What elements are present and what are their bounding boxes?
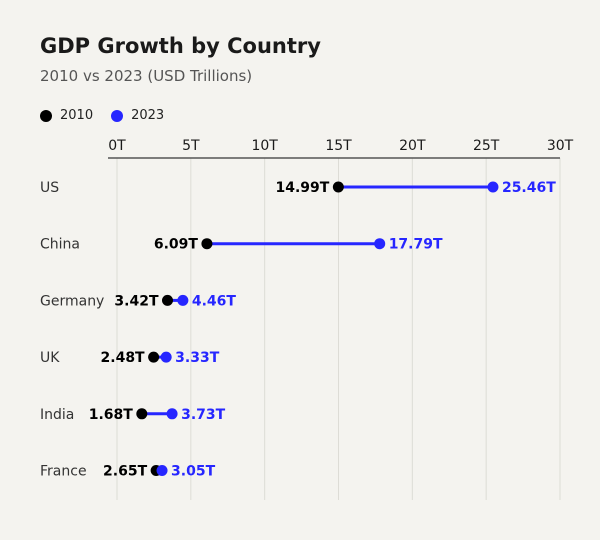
category-label-china: China <box>40 237 80 253</box>
legend-label-2010: 2010 <box>60 108 94 123</box>
value-label-2010-us: 14.99T <box>276 180 330 196</box>
value-label-2010-india: 1.68T <box>89 407 134 423</box>
value-label-2010-uk: 2.48T <box>101 350 146 366</box>
category-label-india: India <box>40 407 74 423</box>
legend-swatch-2010 <box>40 109 52 122</box>
dot-2023-china <box>374 238 386 250</box>
dot-2010-us <box>332 181 344 193</box>
value-label-2023-france: 3.05T <box>171 464 216 480</box>
x-tick-label: 25T <box>473 138 500 154</box>
dot-2010-china <box>201 238 213 250</box>
category-label-us: US <box>40 180 59 196</box>
value-label-2023-uk: 3.33T <box>175 350 220 366</box>
value-label-2010-china: 6.09T <box>154 237 199 253</box>
x-tick-label: 15T <box>325 138 352 154</box>
value-label-2010-france: 2.65T <box>103 464 148 480</box>
legend-item-2010: 2010 <box>40 108 93 123</box>
category-label-uk: UK <box>40 350 60 366</box>
x-tick-label: 20T <box>399 138 426 154</box>
dot-2010-germany <box>162 294 174 306</box>
x-tick-label: 10T <box>251 138 278 154</box>
value-label-2010-germany: 3.42T <box>114 293 159 309</box>
dot-2023-us <box>487 181 499 193</box>
legend: 2010 2023 <box>40 108 182 123</box>
category-label-germany: Germany <box>40 293 104 309</box>
legend-item-2023: 2023 <box>111 108 164 123</box>
legend-label-2023: 2023 <box>131 108 165 123</box>
value-label-2023-us: 25.46T <box>502 180 556 196</box>
value-label-2023-china: 17.79T <box>389 237 443 253</box>
legend-swatch-2023 <box>111 109 124 122</box>
dot-2023-uk <box>160 351 172 363</box>
x-tick-label: 30T <box>547 138 574 154</box>
category-label-france: France <box>40 464 87 480</box>
dot-2023-france <box>156 465 168 476</box>
dot-2010-uk <box>148 351 160 363</box>
chart-title: GDP Growth by Country <box>40 34 321 58</box>
value-label-2023-india: 3.73T <box>181 407 226 423</box>
dot-2023-india <box>166 408 178 420</box>
dot-2010-india <box>136 408 148 420</box>
x-tick-label: 5T <box>182 138 200 154</box>
dot-2023-germany <box>177 294 189 306</box>
x-tick-label: 0T <box>108 138 126 154</box>
value-label-2023-germany: 4.46T <box>192 293 237 309</box>
chart-subtitle: 2010 vs 2023 (USD Trillions) <box>40 67 253 85</box>
